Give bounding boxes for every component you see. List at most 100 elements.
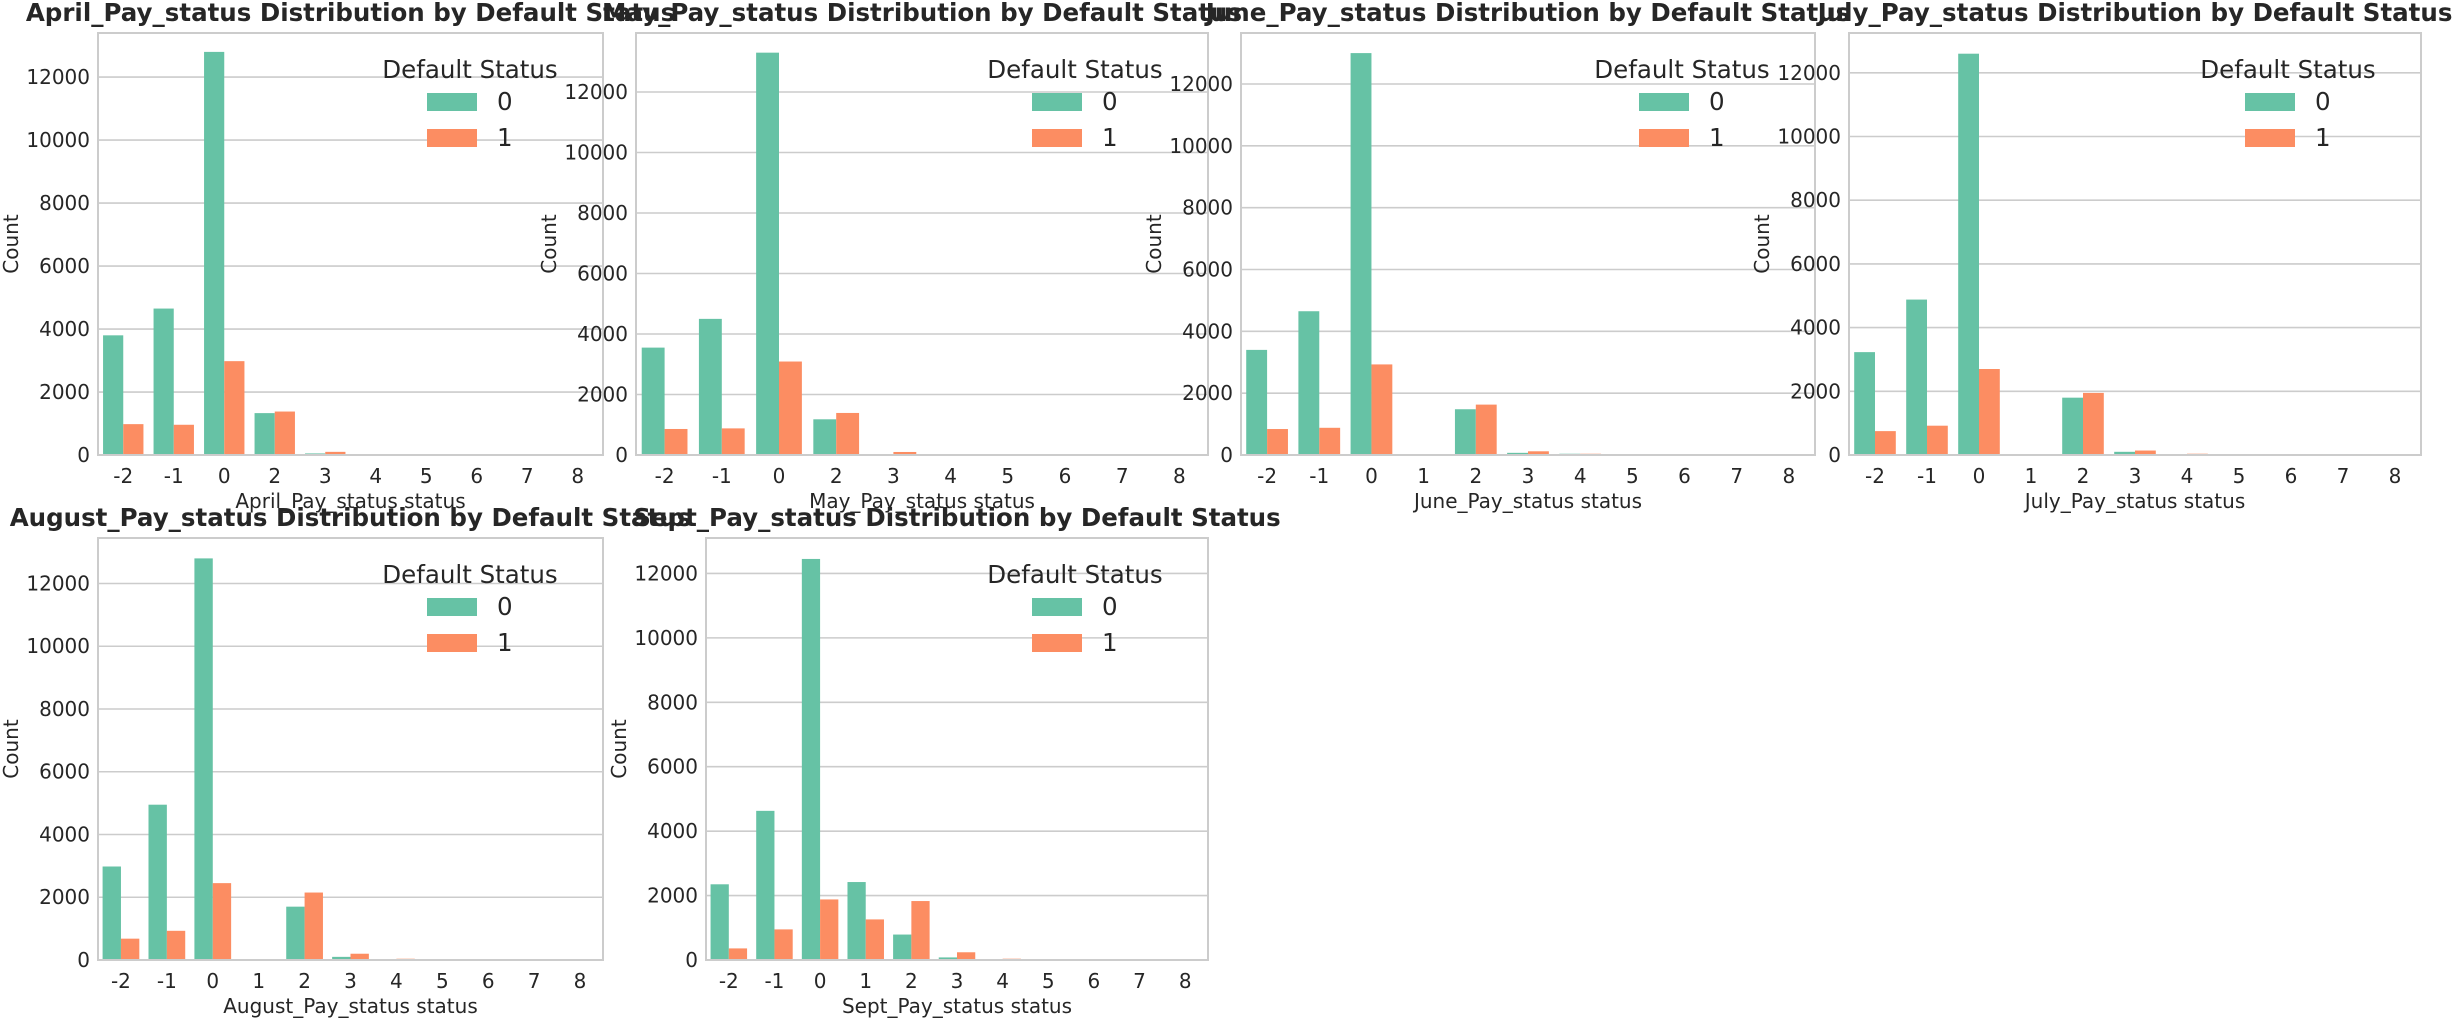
x-tick-label: 6 <box>1088 969 1101 993</box>
x-tick-label: 5 <box>1626 464 1639 488</box>
x-tick-label: 0 <box>1973 464 1986 488</box>
legend: Default Status 0 1 <box>987 55 1162 152</box>
x-tick-label: 5 <box>1042 969 1055 993</box>
bar-series-0-2 <box>103 335 124 455</box>
y-tick-label: 2000 <box>39 885 90 909</box>
y-tick-label: 12000 <box>634 561 698 585</box>
legend-swatch-1 <box>427 129 477 147</box>
bar-series-1-2 <box>728 948 748 960</box>
x-tick-label: 6 <box>470 464 483 488</box>
plot-frame <box>635 32 1209 456</box>
y-tick-label: 0 <box>1828 443 1841 467</box>
bar-series-1-0 <box>820 899 839 960</box>
bar-series-1-2 <box>1267 429 1288 455</box>
y-tick-label: 10000 <box>564 140 628 164</box>
legend-swatch-1 <box>1032 129 1082 147</box>
bar-series-1-3 <box>350 953 369 960</box>
y-tick-label: 12000 <box>1169 72 1233 96</box>
bar-series-1-1 <box>774 929 793 960</box>
legend-label-1: 1 <box>497 628 513 657</box>
x-tick-label: 8 <box>1783 464 1796 488</box>
x-tick-label: 8 <box>2389 464 2402 488</box>
bar-series-1-2 <box>911 901 930 960</box>
bar-series-1-0 <box>1371 364 1393 455</box>
y-tick-label: 8000 <box>1182 196 1233 220</box>
bar-series-1-1 <box>166 930 186 960</box>
y-tick-label: 10000 <box>1169 134 1233 158</box>
legend-title: Default Status <box>2200 55 2375 84</box>
legend-swatch-1 <box>1639 129 1689 147</box>
x-tick-label: 2 <box>830 464 843 488</box>
bar-series-0-0 <box>204 51 225 456</box>
y-tick-label: 0 <box>1220 443 1233 467</box>
y-tick-label: 2000 <box>577 382 628 406</box>
x-tick-label: 1 <box>1417 464 1430 488</box>
y-tick-label: 10000 <box>26 128 90 152</box>
y-tick-label: 12000 <box>26 65 90 89</box>
x-tick-label: 4 <box>1574 464 1587 488</box>
chart-title: June_Pay_status Distribution by Default … <box>1204 0 1851 27</box>
bar-series-0-1 <box>153 308 174 455</box>
chart-title: July_Pay_status Distribution by Default … <box>1816 0 2453 27</box>
legend-swatch-1 <box>427 634 477 652</box>
legend-title: Default Status <box>987 560 1162 589</box>
bar-series-0-3 <box>938 957 957 960</box>
bar-series-0-2 <box>2062 397 2083 455</box>
bar-series-1-2 <box>836 412 860 455</box>
y-tick-label: 12000 <box>1777 61 1841 85</box>
x-tick-label: 6 <box>1678 464 1691 488</box>
x-axis-label: June_Pay_status status <box>1412 489 1642 513</box>
x-tick-label: -1 <box>712 464 732 488</box>
plot-frame <box>1240 32 1816 456</box>
legend-swatch-1 <box>2245 129 2295 147</box>
x-tick-label: 3 <box>319 464 332 488</box>
legend-swatch-0 <box>427 93 477 111</box>
y-tick-label: 8000 <box>1790 188 1841 212</box>
bar-series-0-2 <box>254 413 275 455</box>
y-tick-label: 6000 <box>1182 258 1233 282</box>
y-tick-label: 2000 <box>39 380 90 404</box>
x-tick-label: -1 <box>164 464 184 488</box>
bar-series-0-1 <box>698 318 722 455</box>
bar-series-1-0 <box>224 361 245 455</box>
x-tick-label: 2 <box>1469 464 1482 488</box>
legend: Default Status 0 1 <box>987 560 1162 657</box>
legend-title: Default Status <box>382 55 557 84</box>
x-axis-label: May_Pay_status status <box>809 489 1035 513</box>
y-tick-label: 2000 <box>647 884 698 908</box>
x-tick-label: 3 <box>344 969 357 993</box>
y-tick-label: 4000 <box>39 317 90 341</box>
bar-series-0-2 <box>286 906 305 960</box>
legend-label-0: 0 <box>497 87 513 116</box>
x-tick-label: 5 <box>420 464 433 488</box>
legend-label-0: 0 <box>2315 87 2331 116</box>
x-tick-label: 4 <box>944 464 957 488</box>
x-axis-label: April_Pay_status status <box>235 489 465 513</box>
bar-series-1-2 <box>2083 392 2104 455</box>
legend-swatch-1 <box>1032 634 1082 652</box>
y-tick-label: 6000 <box>577 261 628 285</box>
x-tick-label: -2 <box>655 464 675 488</box>
bar-series-1-3 <box>1528 451 1549 455</box>
bar-series-0-0 <box>756 52 779 455</box>
y-tick-label: 6000 <box>1790 252 1841 276</box>
x-tick-label: -2 <box>719 969 739 993</box>
bar-series-1-3 <box>957 952 976 960</box>
x-tick-label: 7 <box>528 969 541 993</box>
x-tick-label: 7 <box>1730 464 1743 488</box>
legend-label-0: 0 <box>497 592 513 621</box>
bar-series-1-0 <box>1979 369 2000 455</box>
x-tick-label: 7 <box>1116 464 1129 488</box>
chart-title: May_Pay_status Distribution by Default S… <box>602 0 1242 27</box>
bar-series-1-3 <box>325 451 346 455</box>
y-tick-label: 10000 <box>634 626 698 650</box>
bar-series-1-1 <box>865 919 884 960</box>
x-tick-label: 3 <box>1522 464 1535 488</box>
x-tick-label: 8 <box>571 464 584 488</box>
bar-series-0-0 <box>801 558 821 960</box>
chart-title: Sept_Pay_status Distribution by Default … <box>633 503 1280 532</box>
x-tick-label: 4 <box>369 464 382 488</box>
bar-series-0-2 <box>1454 409 1476 455</box>
bar-series-1-2 <box>123 424 144 455</box>
plot-frame <box>705 537 1209 961</box>
